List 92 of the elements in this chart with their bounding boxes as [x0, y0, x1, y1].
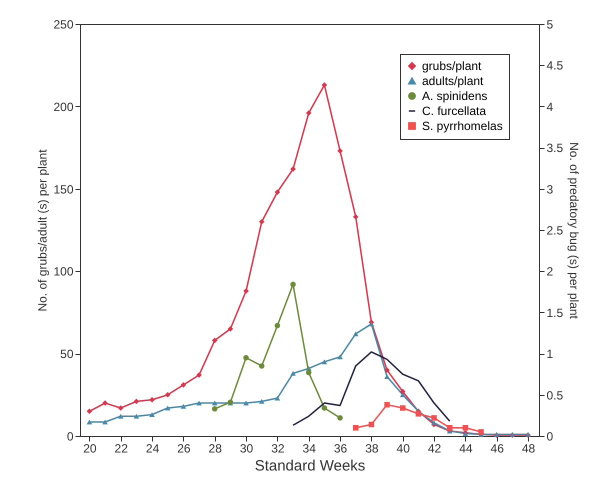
- x-tick-label: 38: [365, 442, 379, 456]
- x-tick-label: 32: [271, 442, 285, 456]
- point: [243, 354, 249, 360]
- x-tick-label: 36: [334, 442, 348, 456]
- point: [400, 405, 406, 411]
- point: [352, 214, 358, 220]
- x-tick-label: 28: [208, 442, 222, 456]
- point: [258, 219, 264, 224]
- point: [337, 148, 343, 154]
- point: [164, 392, 170, 398]
- y-tick-label: 250: [53, 18, 74, 32]
- point: [196, 372, 202, 378]
- point: [306, 110, 312, 116]
- legend-label: A. spinidens: [422, 89, 488, 103]
- point: [86, 420, 92, 424]
- point: [368, 422, 374, 428]
- point: [212, 338, 218, 344]
- point: [102, 400, 108, 406]
- y2-tick-label: 0.5: [546, 388, 564, 402]
- x-tick-label: 46: [490, 442, 504, 456]
- point: [322, 82, 328, 88]
- y2-tick-label: 2.5: [546, 224, 564, 238]
- point: [149, 397, 155, 402]
- x-tick-label: 34: [302, 442, 316, 456]
- legend-label: C. furcellata: [422, 104, 486, 118]
- point: [102, 420, 108, 424]
- x-tick-label: 30: [240, 442, 254, 456]
- point: [322, 359, 328, 364]
- point: [431, 415, 437, 421]
- point: [212, 400, 218, 406]
- point: [352, 331, 358, 336]
- point: [180, 382, 186, 388]
- point: [290, 371, 296, 376]
- point: [134, 414, 140, 419]
- y-tick-label: 200: [53, 100, 74, 114]
- point: [243, 400, 249, 406]
- x-tick-label: 22: [114, 442, 128, 456]
- point: [212, 406, 218, 412]
- y2-tick-label: 3.5: [546, 141, 564, 156]
- x-tick-label: 48: [522, 442, 536, 456]
- point: [478, 429, 484, 435]
- y2-tick-label: 4: [546, 100, 554, 114]
- point: [258, 399, 264, 404]
- point: [352, 425, 358, 430]
- legend-label: S. pyrrhomelas: [422, 119, 503, 133]
- y2-tick-label: 2: [546, 264, 554, 279]
- point: [337, 354, 343, 360]
- y2-tick-label: 0: [546, 430, 554, 444]
- point: [243, 288, 249, 294]
- point: [384, 402, 390, 408]
- point: [416, 411, 422, 416]
- y-tick-label: 100: [53, 264, 74, 279]
- point: [228, 326, 234, 332]
- point: [462, 425, 468, 430]
- point: [149, 412, 155, 417]
- point: [258, 363, 264, 369]
- point: [274, 396, 280, 400]
- y2-tick-label: 5: [546, 18, 554, 32]
- line-series: [292, 351, 450, 426]
- x-tick-label: 44: [459, 442, 473, 456]
- x-tick-label: 42: [428, 442, 442, 456]
- point: [290, 282, 296, 288]
- point: [446, 425, 452, 430]
- x-tick-label: 24: [146, 442, 160, 456]
- point: [86, 408, 92, 414]
- y-tick-label: 0: [66, 430, 74, 444]
- point: [384, 374, 390, 380]
- x-tick-label: 40: [396, 442, 410, 456]
- legend-label: adults/plant: [422, 74, 484, 88]
- y2-axis-title: No. of predatory bug (s) per plant: [567, 142, 582, 320]
- point: [180, 404, 186, 409]
- y2-tick-label: 3: [546, 182, 554, 196]
- point: [322, 405, 328, 411]
- point: [134, 398, 140, 404]
- legend-label: grubs/plant: [422, 59, 482, 73]
- x-tick-label: 20: [83, 442, 97, 456]
- y2-tick-label: 1.5: [546, 306, 564, 320]
- y-tick-label: 50: [60, 347, 74, 362]
- point: [337, 415, 343, 421]
- point: [290, 166, 296, 172]
- point: [196, 400, 202, 406]
- point: [164, 406, 170, 410]
- y-tick-label: 150: [53, 182, 74, 196]
- y-axis-title: No. of grubs/adult (s) per plant: [35, 148, 50, 312]
- point: [306, 370, 312, 376]
- x-axis-title: Standard Weeks: [254, 458, 366, 474]
- x-tick-label: 26: [177, 442, 191, 456]
- point: [274, 322, 280, 328]
- point: [274, 189, 280, 195]
- y2-tick-label: 1: [546, 347, 554, 362]
- y2-tick-label: 4.5: [546, 58, 564, 73]
- point: [384, 367, 390, 373]
